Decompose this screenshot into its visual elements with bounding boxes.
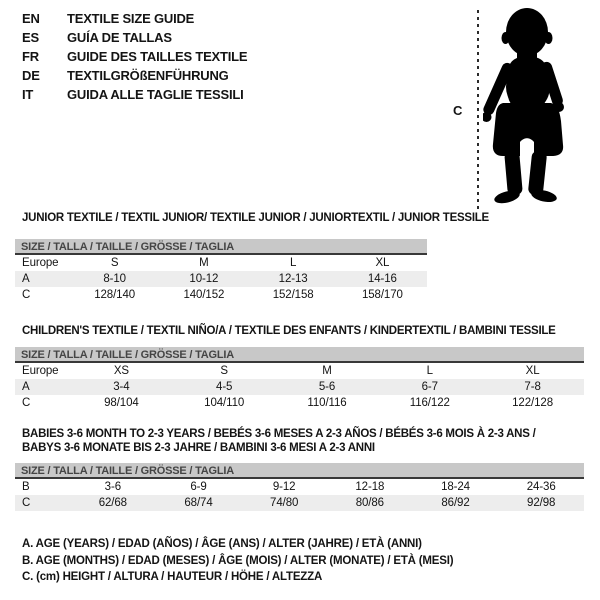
- size-cell: S: [220, 365, 228, 377]
- size-cell: 9-12: [272, 481, 296, 493]
- table-row: A 3-4 4-5 5-6 6-7 7-8: [15, 379, 584, 395]
- size-cell: 74/80: [270, 497, 299, 509]
- language-row: ES GUÍA DE TALLAS: [22, 28, 247, 47]
- size-cell: 68/74: [184, 497, 213, 509]
- language-code: DE: [22, 68, 40, 83]
- size-cell: 116/122: [409, 397, 450, 409]
- height-dotted-line: [477, 10, 479, 209]
- row-label: C: [22, 397, 31, 409]
- section-title: BABYS 3-6 MONATE BIS 2-3 JAHRE / BAMBINI…: [22, 442, 375, 454]
- toddler-silhouette-icon: [483, 8, 564, 204]
- table-row: B 3-6 6-9 9-12 12-18 18-24 24-36: [15, 479, 584, 495]
- table-row: C 128/140 140/152 152/158 158/170: [15, 287, 427, 303]
- language-code: ES: [22, 30, 39, 45]
- language-row: FR GUIDE DES TAILLES TEXTILE: [22, 47, 248, 66]
- size-cell: 12-13: [278, 273, 308, 285]
- language-guide-title: TEXTILGRÖßENFÜHRUNG: [67, 68, 229, 83]
- language-guide-title: TEXTILE SIZE GUIDE: [67, 11, 195, 26]
- size-cell: 12-18: [355, 481, 385, 493]
- table-row: C 98/104 104/110 110/116 116/122 122/128: [15, 395, 584, 411]
- size-cell: 98/104: [104, 397, 139, 409]
- size-cell: 128/140: [94, 289, 136, 301]
- row-label: A: [22, 381, 30, 393]
- row-label: Europe: [22, 257, 59, 269]
- size-cell: 140/152: [183, 289, 225, 301]
- size-cell: 3-6: [104, 481, 121, 493]
- section-junior-textile: JUNIOR TEXTILE / TEXTIL JUNIOR/ TEXTILE …: [15, 211, 489, 303]
- child-height-figure: C: [450, 5, 598, 210]
- table-row: A 8-10 10-12 12-13 14-16: [15, 271, 427, 287]
- size-cell: 3-4: [113, 381, 130, 393]
- row-label: C: [22, 497, 31, 509]
- language-guide-title: GUÍA DE TALLAS: [67, 30, 172, 45]
- size-cell: 86/92: [441, 497, 470, 509]
- section-babies-textile: BABIES 3-6 MONTH TO 2-3 YEARS / BEBÉS 3-…: [15, 427, 584, 511]
- size-cell: L: [289, 257, 297, 269]
- legend-line: B. AGE (MONTHS) / EDAD (MESES) / ÂGE (MO…: [22, 554, 454, 567]
- language-row: EN TEXTILE SIZE GUIDE: [22, 9, 247, 28]
- size-cell: 62/68: [98, 497, 127, 509]
- section-title: BABIES 3-6 MONTH TO 2-3 YEARS / BEBÉS 3-…: [22, 428, 536, 440]
- size-cell: 14-16: [367, 273, 397, 285]
- language-row: DE TEXTILGRÖßENFÜHRUNG: [22, 66, 247, 85]
- row-label: B: [22, 481, 30, 493]
- row-label: A: [22, 273, 30, 285]
- size-cell: 24-36: [526, 481, 556, 493]
- size-cell: S: [110, 257, 119, 269]
- size-cell: 104/110: [204, 397, 245, 409]
- size-cell: 110/116: [307, 397, 347, 409]
- size-table-header: SIZE / TALLA / TAILLE / GRÖSSE / TAGLIA: [15, 239, 427, 255]
- language-title-list: EN TEXTILE SIZE GUIDE ES GUÍA DE TALLAS FR GU…: [22, 9, 248, 104]
- legend-line: C. (cm) HEIGHT / ALTURA / HAUTEUR / HÖHE…: [22, 571, 323, 583]
- size-cell: XL: [525, 365, 540, 377]
- size-cell: 158/170: [361, 289, 403, 301]
- size-cell: 122/128: [512, 397, 554, 409]
- size-cell: 5-6: [318, 381, 336, 393]
- size-cell: XS: [113, 365, 129, 377]
- language-row: IT GUIDA ALLE TAGLIE TESSILI: [22, 85, 247, 104]
- size-cell: 92/98: [527, 497, 556, 509]
- size-table-header: SIZE / TALLA / TAILLE / GRÖSSE / TAGLIA: [15, 347, 584, 363]
- table-row: C 62/68 68/74 74/80 80/86 86/92 92/98: [15, 495, 584, 511]
- size-cell: XL: [375, 257, 390, 269]
- size-cell: 4-5: [216, 381, 233, 393]
- legend-line: A. AGE (YEARS) / EDAD (AÑOS) / ÂGE (ANS)…: [22, 538, 422, 550]
- language-guide-title: GUIDA ALLE TAGLIE TESSILI: [67, 87, 244, 102]
- language-code: FR: [22, 49, 39, 64]
- language-code: EN: [22, 11, 40, 26]
- measure-legend: A. AGE (YEARS) / EDAD (AÑOS) / ÂGE (ANS)…: [22, 536, 454, 586]
- size-cell: M: [199, 257, 209, 269]
- height-measure-label: C: [453, 103, 463, 118]
- size-cell: 6-7: [421, 381, 438, 393]
- section-title: CHILDREN'S TEXTILE / TEXTIL NIÑO/A / TEX…: [22, 325, 556, 337]
- size-table-header: SIZE / TALLA / TAILLE / GRÖSSE / TAGLIA: [15, 463, 584, 479]
- size-cell: 152/158: [272, 289, 314, 301]
- row-label: Europe: [22, 365, 59, 377]
- size-cell: 80/86: [355, 497, 384, 509]
- size-cell: 6-9: [190, 481, 207, 493]
- table-row: Europe S M L XL: [15, 255, 427, 271]
- row-label: C: [22, 289, 31, 301]
- table-row: Europe XS S M L XL: [15, 363, 584, 379]
- language-guide-title: GUIDE DES TAILLES TEXTILE: [67, 49, 248, 64]
- size-cell: 8-10: [103, 273, 126, 285]
- language-code: IT: [22, 87, 34, 102]
- size-cell: 10-12: [189, 273, 219, 285]
- section-title: JUNIOR TEXTILE / TEXTIL JUNIOR/ TEXTILE …: [22, 212, 489, 224]
- section-childrens-textile: CHILDREN'S TEXTILE / TEXTIL NIÑO/A / TEX…: [15, 324, 584, 411]
- size-cell: L: [426, 365, 433, 377]
- size-cell: 7-8: [524, 381, 541, 393]
- size-cell: 18-24: [441, 481, 470, 493]
- size-cell: M: [322, 365, 332, 377]
